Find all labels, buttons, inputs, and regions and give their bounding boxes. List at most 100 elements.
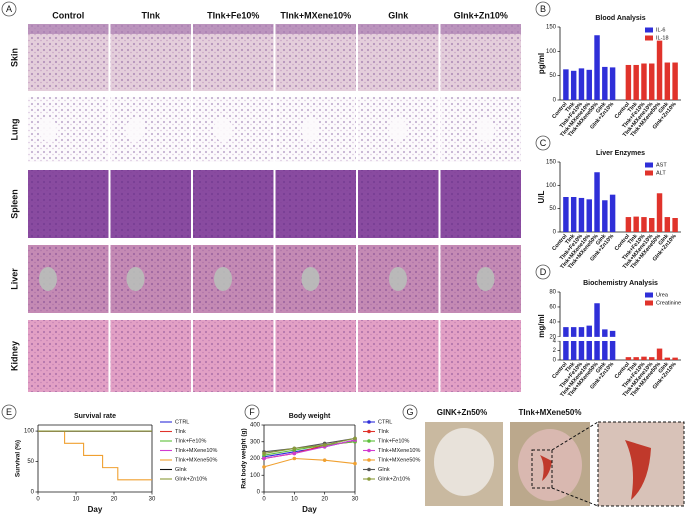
legend-swatch [645, 170, 653, 176]
marker [353, 436, 357, 441]
legend-swatch [645, 292, 653, 298]
panel-letter-circle [244, 404, 260, 420]
y-tick-label: 100 [250, 473, 261, 479]
vessel [301, 267, 320, 291]
histology-texture [193, 24, 274, 91]
legend-swatch [645, 300, 653, 306]
histology-tint [193, 24, 274, 91]
marker [262, 456, 266, 461]
vessel [476, 267, 495, 291]
column-label: GInk+Zn10% [454, 10, 508, 20]
series-line [263, 441, 356, 456]
bar [633, 64, 639, 100]
legend-label: AST [656, 162, 667, 168]
vessel [476, 117, 495, 142]
bar [563, 197, 569, 232]
photo-label: GINK+Zn50% [437, 408, 487, 417]
histology-texture [440, 320, 521, 392]
x-tick-label: 30 [352, 497, 359, 503]
histology-tint [110, 170, 191, 238]
x-tick-label: 20 [321, 497, 328, 503]
series-line [263, 439, 356, 460]
wound [540, 455, 552, 481]
y-tick-label: 150 [546, 25, 557, 31]
histology-texture [358, 320, 439, 392]
legend-marker [367, 458, 371, 462]
bar [602, 66, 608, 100]
photo-panel [425, 421, 685, 507]
histology-texture [28, 320, 109, 392]
bar [664, 357, 671, 360]
histology-tint [358, 170, 439, 238]
bar [563, 69, 569, 100]
legend-marker [367, 439, 371, 443]
series-line [263, 437, 356, 455]
histology-tint [110, 24, 191, 91]
bar [633, 216, 639, 232]
skin-layer [193, 24, 274, 34]
column-label: TInk+MXene10% [280, 10, 351, 20]
histology-texture [110, 320, 191, 392]
histology-texture [440, 170, 521, 238]
histology-tint [275, 320, 356, 392]
histology-tint [110, 245, 191, 313]
histology-tint [358, 97, 439, 162]
vessel [126, 267, 145, 291]
column-label: TInk [141, 10, 160, 20]
y-tick-label: 0 [553, 98, 557, 104]
histology-texture [110, 24, 191, 91]
legend-label: TInk+Fe10% [378, 438, 409, 444]
histology-tint [28, 320, 109, 392]
legend-label: GInk [175, 467, 187, 473]
bar [586, 199, 592, 232]
x-tick-label: 0 [36, 497, 40, 503]
panel-letter: D [540, 267, 547, 277]
histology-texture [358, 170, 439, 238]
histology-tint [110, 97, 191, 162]
histology-texture [440, 24, 521, 91]
bar [578, 68, 585, 100]
x-tick-label: 10 [73, 497, 80, 503]
wound [625, 440, 651, 500]
histology-tint [358, 320, 439, 392]
bar [656, 348, 663, 360]
legend-label: CTRL [175, 419, 189, 425]
histology-tint [440, 245, 521, 313]
zoom-line [551, 421, 599, 451]
panel-letter: E [6, 407, 12, 417]
panel-letter: G [406, 407, 413, 417]
legend-label: TInk+MXene10% [378, 448, 420, 454]
legend-marker [367, 429, 371, 434]
marker [292, 446, 297, 451]
bar [570, 327, 577, 360]
legend-label: GInk [378, 467, 390, 473]
bar [649, 357, 655, 360]
row-label: Skin [9, 48, 19, 67]
skin-layer [440, 24, 521, 34]
histology-tint [358, 245, 439, 313]
y-axis-label: U/L [537, 190, 546, 203]
y-tick-label: 80 [549, 290, 556, 296]
histology-tint [440, 320, 521, 392]
histology-texture [110, 170, 191, 238]
y-tick-label: 100 [24, 429, 35, 435]
legend-label: IL-6 [656, 27, 665, 33]
legend-label: GInk+Zn10% [378, 476, 410, 482]
zoom-box [531, 449, 553, 489]
histology-texture [193, 97, 274, 162]
row-label: Lung [9, 119, 19, 141]
legend-label: Creatinine [656, 300, 681, 306]
histology-texture [28, 24, 109, 91]
series-line [263, 437, 356, 453]
bar [578, 327, 585, 360]
row-label: Kidney [9, 341, 19, 371]
chart-title: Liver Enzymes [596, 150, 645, 157]
marker [292, 456, 297, 461]
marker [353, 461, 357, 466]
histology-tint [275, 245, 356, 313]
legend-swatch [645, 27, 653, 33]
histology-texture [193, 320, 274, 392]
panel-letter-circle [1, 1, 17, 17]
y-tick-label: 0 [553, 358, 557, 364]
y-tick-label: 300 [250, 439, 261, 445]
